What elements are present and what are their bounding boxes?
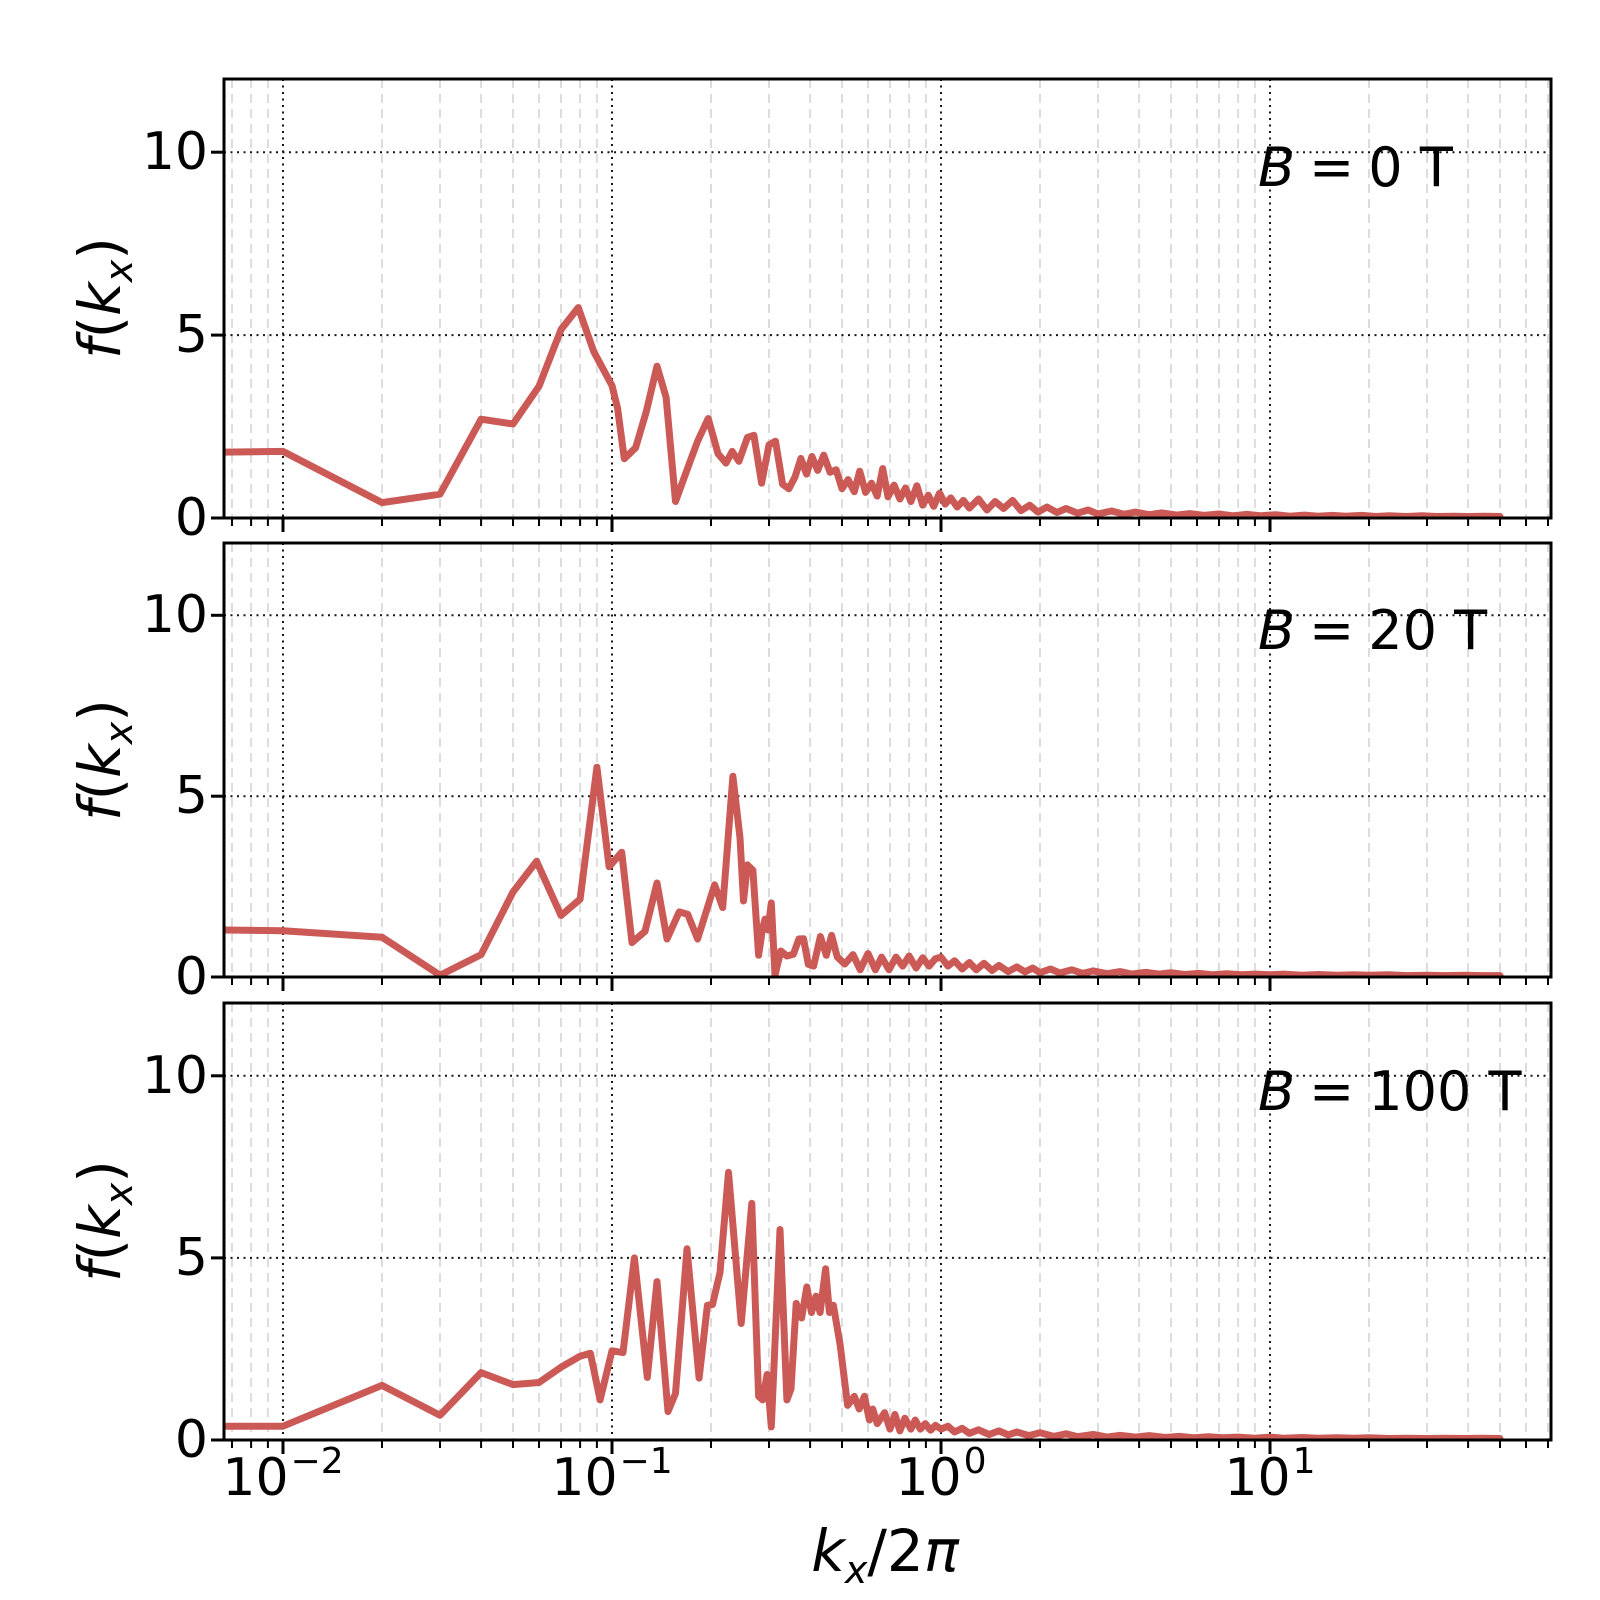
panel-1 (211, 77, 1553, 532)
panel-spine (222, 541, 1553, 979)
minor-gridlines (231, 1003, 1549, 1440)
panel-2 (211, 541, 1553, 991)
minor-gridlines (231, 543, 1549, 977)
series-line (224, 1168, 1504, 1440)
series-line (224, 304, 1504, 518)
tick-marks (211, 613, 1549, 991)
major-gridlines (224, 79, 1551, 518)
major-gridlines (224, 1003, 1551, 1440)
series-line (224, 763, 1504, 977)
panel-spine (222, 77, 1553, 520)
panel-3 (211, 1001, 1553, 1454)
minor-gridlines (231, 79, 1549, 518)
major-gridlines (224, 543, 1551, 977)
panel-spine (222, 1001, 1553, 1442)
